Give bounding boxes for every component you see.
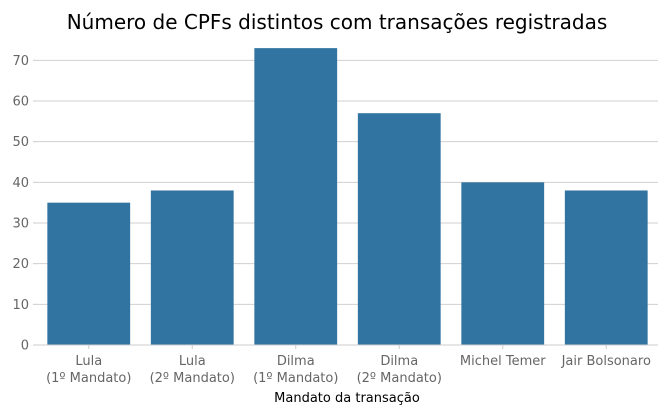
x-axis-label: Mandato da transação bbox=[274, 391, 420, 406]
y-tick-label: 40 bbox=[12, 176, 29, 191]
bar bbox=[47, 202, 131, 345]
x-tick-label: Lula bbox=[75, 354, 102, 369]
y-tick-label: 20 bbox=[12, 257, 29, 272]
bar bbox=[564, 190, 648, 345]
y-tick-label: 10 bbox=[12, 298, 29, 313]
bars bbox=[47, 48, 648, 346]
x-tick-label: (1º Mandato) bbox=[46, 371, 131, 386]
x-tick-label: Dilma bbox=[380, 354, 418, 369]
x-tick-label: (1º Mandato) bbox=[253, 371, 338, 386]
y-axis: 0 10 20 30 40 50 60 70 bbox=[12, 54, 37, 354]
y-tick-label: 50 bbox=[12, 135, 29, 150]
x-axis: Lula (1º Mandato) Lula (2º Mandato) Dilma (1º… bbox=[37, 344, 658, 386]
bar bbox=[461, 182, 545, 345]
bar bbox=[357, 113, 441, 345]
x-tick-label: (2º Mandato) bbox=[150, 371, 235, 386]
x-tick-label: Jair Bolsonaro bbox=[561, 354, 651, 369]
gridlines bbox=[37, 59, 658, 346]
chart-title: Número de CPFs distintos com transações … bbox=[67, 10, 608, 34]
bar bbox=[254, 48, 338, 346]
y-tick-label: 30 bbox=[12, 217, 29, 232]
bar bbox=[150, 190, 234, 345]
x-tick-label: Michel Temer bbox=[460, 354, 546, 369]
y-tick-label: 70 bbox=[12, 54, 29, 69]
y-tick-label: 0 bbox=[21, 339, 29, 354]
x-tick-label: Lula bbox=[179, 354, 206, 369]
x-tick-label: (2º Mandato) bbox=[357, 371, 442, 386]
y-tick-label: 60 bbox=[12, 95, 29, 110]
x-tick-label: Dilma bbox=[277, 354, 315, 369]
